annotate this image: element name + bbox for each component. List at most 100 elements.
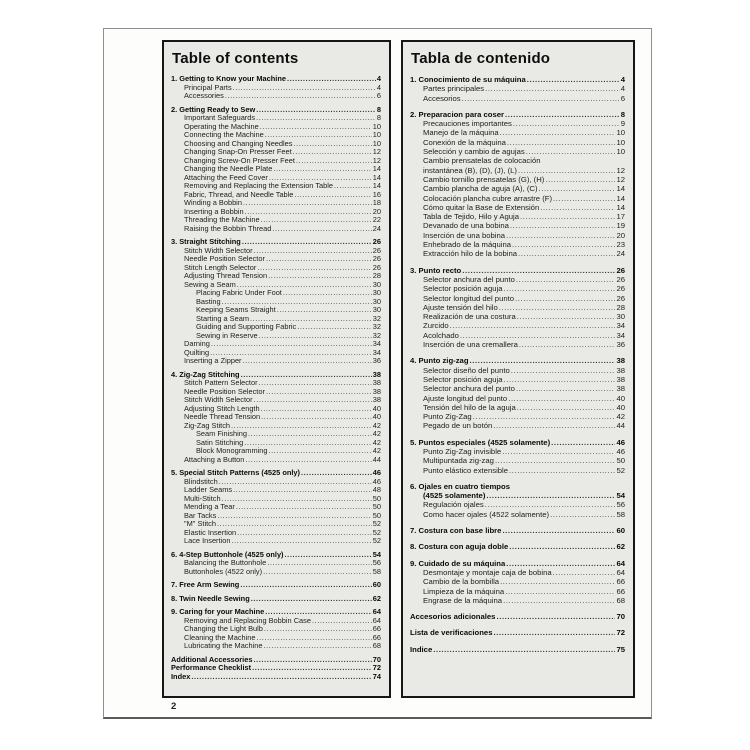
dot-leader [509,466,615,475]
toc-entry-page: 46 [616,437,625,447]
toc-entry: Acolchado 34 [410,331,625,340]
toc-entry: Cambio plancha de aguja (A), (C) 14 [410,184,625,193]
toc-entry-label: Desmontaje y montaje caja de bobina [423,567,552,577]
dot-leader [256,114,376,123]
dot-leader [243,199,372,208]
dot-leader [433,645,615,654]
toc-entry-page: 32 [372,330,381,340]
dot-leader [545,175,615,184]
dot-leader [502,447,615,456]
toc-entry: Changing Snap-On Presser Feet 12 [171,147,381,157]
dot-leader [256,106,376,115]
toc-entry-label: Cambio de la bombilla [423,577,500,587]
toc-entry-page: 26 [372,237,381,246]
toc-entry-page: 8 [376,113,381,122]
toc-entry-page: 30 [372,296,381,306]
toc-entry: Selector posición aguja 38 [410,375,625,384]
toc-entry-label: Keeping Seams Straight [196,305,276,314]
toc-entry-label: Selección y cambio de agujas [423,147,525,157]
toc-entry-label: "M" Stitch [184,519,216,528]
toc-entry-page: 38 [616,365,625,375]
toc-entry-page: 10 [616,128,625,138]
dot-leader [505,587,615,596]
toc-entry-page: 6 [376,91,381,100]
toc-entry-label: Selector longitud del punto [423,293,515,303]
toc-entry-page: 62 [616,542,625,552]
toc-entry-page: 50 [372,510,381,520]
dot-leader [526,147,616,156]
toc-entry-label: Extracción hilo de la bobina [423,249,518,259]
toc-entry-label: Basting [196,296,221,306]
toc-entry: Starting a Seam 32 [171,314,381,324]
toc-entry-label: Accesorios adicionales [410,612,496,622]
toc-entry-label: 9. Cuidado de su máquina [410,558,506,568]
toc-entry-page: 46 [372,476,381,486]
toc-entry-label: Punto Zig-Zag [423,412,472,422]
toc-entry: Buttonholes (4522 only) 58 [171,566,381,577]
dot-leader [266,255,372,264]
toc-entry-label: instantánea (B), (D), (J), (L) [423,165,517,175]
dot-leader [516,384,616,393]
toc-entry: Accesorios adicionales 70 [410,612,625,621]
dot-leader [518,249,615,258]
toc-entry-page: 34 [616,321,625,331]
toc-entry: Ajuste tensión del hilo 28 [410,303,625,312]
toc-entry-page: 54 [372,549,381,559]
toc-entry-label: Additional Accessories [171,654,253,664]
toc-entry: Needle Position Selector 26 [171,254,381,264]
toc-entry-page: 40 [616,402,625,412]
dot-leader [287,75,376,84]
dot-leader [539,184,616,193]
dot-leader [264,625,372,634]
toc-entry-page: 66 [372,632,381,642]
toc-entry: Needle Position Selector 38 [171,386,381,397]
dot-leader [515,294,615,303]
toc-entry: Cambio de la bombilla 66 [410,577,625,586]
toc-entry-label: Regulación ojales [423,500,484,510]
dot-leader [237,529,372,538]
toc-entry-label: Punto elástico extensible [423,465,509,475]
toc-entry-page: 20 [372,206,381,216]
dot-leader [283,289,372,298]
toc-entry: Fabric, Thread, and Needle Table 16 [171,190,381,200]
toc-entry: 7. Costura con base libre 60 [410,526,625,535]
toc-entry: Seam Finishing 42 [171,429,381,439]
toc-entry: Tabla de Tejido, Hilo y Aguja 17 [410,212,625,221]
toc-entry-label: (4525 solamente) [423,491,486,501]
dot-leader [540,203,615,212]
toc-entry-label: Manejo de la máquina [423,128,499,138]
toc-entry-page: 66 [372,624,381,633]
dot-leader [462,266,615,275]
toc-entry: 3. Punto recto 26 [410,266,625,275]
toc-entry: Inserting a Zipper 36 [171,356,381,366]
toc-entry-page: 40 [616,393,625,403]
toc-entry-page: 54 [616,491,625,501]
toc-entry-page: 26 [616,284,625,294]
toc-entry: Manejo de la máquina 10 [410,128,625,137]
toc-entry: Sewing in Reserve 32 [171,330,381,341]
toc-entry-page: 62 [372,593,381,603]
toc-entry-label: 3. Straight Stitching [171,237,241,246]
toc-entry: 4. Zig-Zag Stitching 38 [171,370,381,380]
toc-entry-label: Cambio plancha de aguja (A), (C) [423,184,538,194]
toc-entry-page: 14 [372,172,381,182]
toc-entry-label: Accessories [184,91,224,100]
dot-leader [225,92,376,101]
toc-entry-page: 64 [372,615,381,625]
dot-leader [450,321,616,330]
dot-leader [253,656,371,665]
toc-entry-label: Attaching a Button [184,454,245,464]
toc-entry-page: 38 [616,384,625,394]
toc-entry-page: 56 [616,500,625,510]
toc-entry-label: Needle Thread Tension [184,412,261,421]
toc-entry-page: 18 [372,198,381,207]
toc-entry-page: 23 [616,240,625,250]
toc-entry-label: Needle Position Selector [184,386,265,396]
dot-leader [266,388,372,397]
toc-entry-page: 17 [616,212,625,222]
toc-entry-label: Buttonholes (4522 only) [184,566,263,576]
toc-entry-page: 34 [372,339,381,348]
toc-entry-label: Inserting a Zipper [184,356,242,365]
dot-leader [254,396,372,405]
toc-entry: Colocación plancha cubre arrastre (F) 14 [410,194,625,203]
